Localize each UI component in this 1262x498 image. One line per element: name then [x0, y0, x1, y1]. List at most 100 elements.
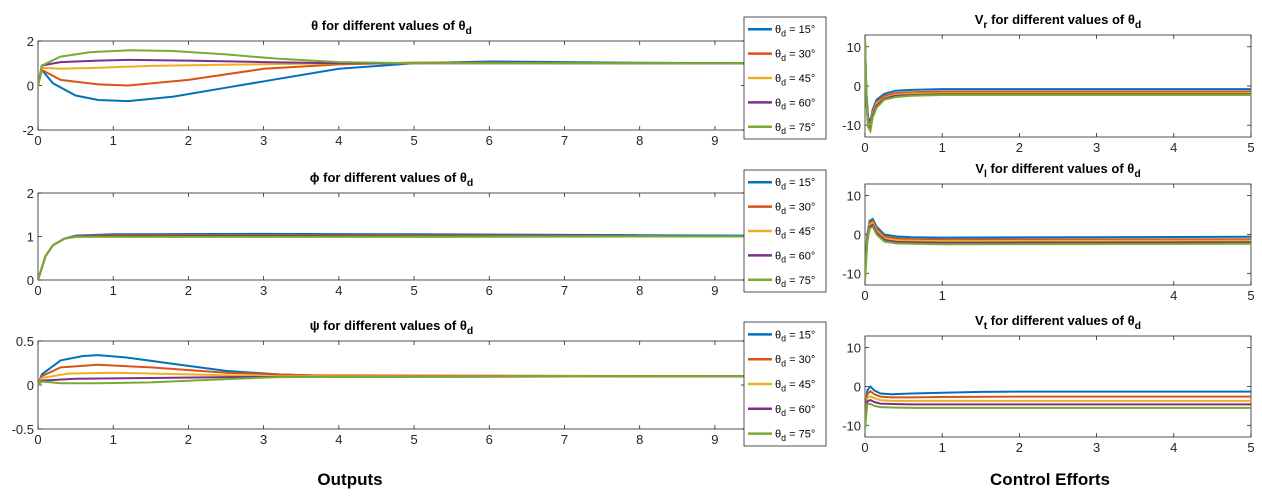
legend-entry: θd = 15° — [775, 329, 815, 343]
x-tick-label: 1 — [110, 283, 117, 298]
series-line-5 — [865, 225, 1251, 282]
x-tick-label: 2 — [185, 133, 192, 148]
y-tick-label: -10 — [842, 266, 861, 281]
x-tick-label: 3 — [1093, 140, 1100, 155]
x-tick-label: 1 — [110, 133, 117, 148]
x-tick-label: 5 — [410, 283, 417, 298]
x-tick-label: 5 — [410, 432, 417, 447]
axes-box — [37, 340, 746, 430]
legend-entry: θd = 15° — [775, 177, 815, 191]
y-tick-label: 0 — [854, 79, 861, 94]
y-tick-label: 10 — [847, 189, 861, 204]
x-tick-label: 1 — [939, 140, 946, 155]
legend-entry: θd = 60° — [775, 250, 815, 264]
series-group — [38, 354, 745, 386]
y-tick-label: 2 — [27, 186, 34, 201]
x-tick-label: 4 — [335, 283, 342, 298]
x-tick-label: 3 — [260, 432, 267, 447]
chart-panel-1: 0 1 2 3 4 5 6 7 8 9 0 1 2 ϕ for different values of θ… — [27, 169, 827, 298]
legend-entry: θd = 60° — [775, 97, 815, 111]
x-tick-label: 4 — [335, 432, 342, 447]
x-tick-label: 5 — [1247, 288, 1254, 303]
series-line-5 — [38, 375, 745, 386]
legend-entry: θd = 75° — [775, 429, 815, 443]
x-tick-label: 0 — [34, 283, 41, 298]
x-tick-label: 6 — [486, 283, 493, 298]
legend-entry: θd = 30° — [775, 202, 815, 216]
series-line-5 — [865, 403, 1251, 430]
legend: θd = 15° θd = 30° θd = 45° θd = 60° θd = 75° — [743, 16, 827, 140]
x-tick-label: 7 — [561, 133, 568, 148]
series-line-4 — [865, 399, 1251, 428]
series-line-5 — [38, 49, 745, 86]
y-tick-label: 10 — [847, 341, 861, 356]
outputs-caption: Outputs — [317, 470, 383, 489]
x-tick-label: 5 — [1247, 140, 1254, 155]
y-tick-label: 0 — [27, 79, 34, 94]
axes-box — [864, 183, 1252, 286]
y-tick-label: 10 — [847, 40, 861, 55]
x-tick-label: 7 — [561, 283, 568, 298]
series-group — [865, 217, 1251, 282]
series-group — [865, 385, 1251, 430]
chart-title: Vl for different values of θd — [975, 161, 1140, 180]
x-tick-label: 8 — [636, 133, 643, 148]
y-tick-label: 0.5 — [16, 334, 34, 349]
x-tick-label: 6 — [486, 133, 493, 148]
y-tick-label: 0 — [854, 228, 861, 243]
x-tick-label: 9 — [711, 432, 718, 447]
y-tick-label: 0 — [854, 380, 861, 395]
x-tick-label: 3 — [1093, 440, 1100, 455]
axes-box — [864, 335, 1252, 438]
legend-entry: θd = 45° — [775, 379, 815, 393]
x-tick-label: 0 — [34, 432, 41, 447]
series-line-1 — [865, 385, 1251, 418]
y-tick-label: 1 — [27, 230, 34, 245]
x-tick-label: 8 — [636, 283, 643, 298]
series-group — [38, 49, 745, 103]
chart-title: θ for different values of θd — [311, 18, 472, 37]
series-line-2 — [38, 363, 745, 386]
x-tick-label: 9 — [711, 133, 718, 148]
x-tick-label: 0 — [861, 288, 868, 303]
y-tick-label: 2 — [27, 34, 34, 49]
x-tick-label: 0 — [861, 440, 868, 455]
legend-entry: θd = 75° — [775, 122, 815, 136]
x-tick-label: 2 — [185, 283, 192, 298]
x-tick-label: 1 — [939, 440, 946, 455]
legend-entry: θd = 30° — [775, 354, 815, 368]
series-line-2 — [865, 389, 1251, 422]
x-tick-label: 4 — [1170, 140, 1177, 155]
chart-panel-2: 0 1 2 3 4 5 6 7 8 9-0.500.5ψ for different values… — [12, 318, 827, 447]
x-tick-label: 2 — [1016, 440, 1023, 455]
legend-entry: θd = 30° — [775, 49, 815, 63]
series-line-5 — [38, 235, 745, 280]
x-tick-label: 7 — [561, 432, 568, 447]
series-group — [38, 232, 745, 280]
y-tick-label: -10 — [842, 118, 861, 133]
x-tick-label: 0 — [34, 133, 41, 148]
y-tick-label: 0 — [27, 273, 34, 288]
x-tick-label: 1 — [939, 288, 946, 303]
x-tick-label: 8 — [636, 432, 643, 447]
y-tick-label: -10 — [842, 418, 861, 433]
x-tick-label: 6 — [486, 432, 493, 447]
control-efforts-caption: Control Efforts — [990, 470, 1110, 489]
axes-box — [37, 40, 746, 131]
x-tick-label: 3 — [260, 133, 267, 148]
x-tick-label: 1 — [110, 432, 117, 447]
x-tick-label: 4 — [1170, 288, 1177, 303]
chart-title: ϕ for different values of θd — [310, 170, 474, 189]
x-tick-label: 2 — [1016, 140, 1023, 155]
x-tick-label: 2 — [185, 432, 192, 447]
series-group — [865, 36, 1251, 134]
x-tick-label: 3 — [260, 283, 267, 298]
y-tick-label: -2 — [22, 123, 34, 138]
x-tick-label: 5 — [410, 133, 417, 148]
axes-box — [864, 34, 1252, 138]
